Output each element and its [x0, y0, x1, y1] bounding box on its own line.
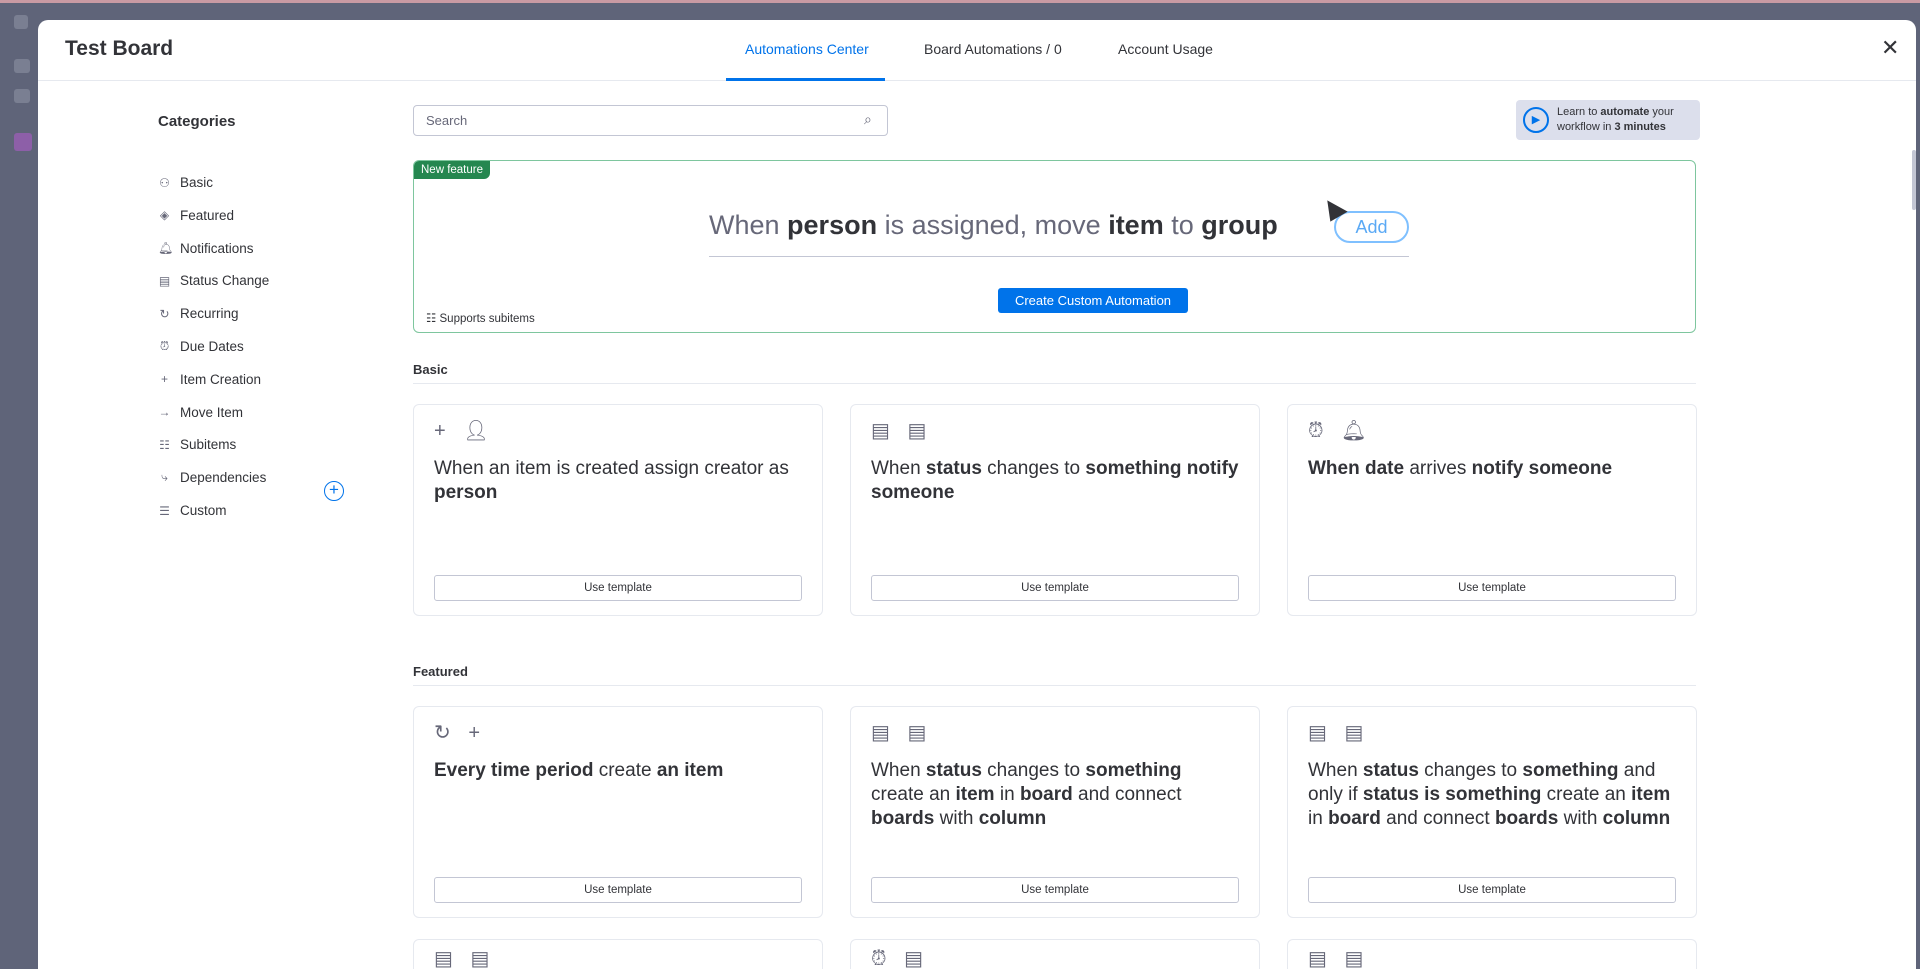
- automation-template-card[interactable]: ⏰︎ ▤: [850, 939, 1260, 969]
- sidebar-item-subitems[interactable]: ☷ Subitems: [158, 437, 236, 452]
- tab-automations-center[interactable]: Automations Center: [745, 41, 869, 57]
- sidebar-item-basic[interactable]: ⚇ Basic: [158, 175, 213, 190]
- automation-template-card[interactable]: ▤ ▤ When status changes to something crea…: [850, 706, 1260, 918]
- workspace-avatar: [14, 133, 32, 151]
- new-feature-banner: New feature When person is assigned, mov…: [413, 160, 1696, 333]
- sidebar-item-label: Item Creation: [180, 371, 262, 387]
- search-icon: ⌕: [864, 111, 872, 127]
- sidebar-item-label: Status Change: [180, 273, 270, 289]
- due-dates-icon: ⏰︎: [159, 339, 170, 353]
- card-description: When status changes to something notify …: [871, 458, 1239, 503]
- tab-account-usage[interactable]: Account Usage: [1118, 41, 1213, 57]
- use-template-button[interactable]: Use template: [1308, 575, 1676, 601]
- sidebar-item-custom[interactable]: ☰ Custom: [158, 503, 227, 518]
- sidebar-item-item-creation[interactable]: + Item Creation: [158, 372, 261, 387]
- automation-template-card[interactable]: + 👤︎ When an item is created assign creat…: [413, 404, 823, 616]
- subitems-icon: ☷: [426, 313, 440, 325]
- use-template-button[interactable]: Use template: [434, 877, 802, 903]
- card-description: When an item is created assign creator a…: [434, 458, 789, 503]
- scrollbar[interactable]: [1912, 150, 1916, 210]
- search-input[interactable]: [413, 105, 888, 136]
- sidebar-item-dependencies[interactable]: ⤷ Dependencies: [158, 470, 266, 485]
- use-template-button[interactable]: Use template: [1308, 877, 1676, 903]
- sidebar-item-label: Notifications: [180, 240, 254, 256]
- automation-template-card[interactable]: ▤ ▤: [413, 939, 823, 969]
- my-work-icon: [14, 89, 30, 103]
- card-description: When status changes to something create …: [871, 760, 1182, 829]
- close-icon[interactable]: ✕: [1881, 35, 1900, 60]
- dependencies-icon: ⤷: [161, 470, 168, 485]
- new-feature-badge: New feature: [414, 161, 491, 179]
- board-title: Test Board: [65, 37, 174, 60]
- learn-video-button[interactable]: ▶ Learn to automate your workflow in 3 m…: [1516, 100, 1700, 140]
- sidebar-item-notifications[interactable]: 🔔︎ Notifications: [158, 241, 254, 256]
- sidebar-item-label: Recurring: [180, 306, 239, 322]
- section-heading: Basic: [413, 362, 448, 377]
- automation-template-card[interactable]: ▤ ▤ When status changes to something and …: [1287, 706, 1697, 918]
- sidebar-item-featured[interactable]: ◈ Featured: [158, 208, 234, 223]
- section-heading: Featured: [413, 664, 468, 679]
- card-description: When date arrives notify someone: [1308, 458, 1613, 479]
- notifications-icon: 🔔︎: [158, 241, 174, 256]
- sidebar-item-label: Basic: [180, 175, 214, 190]
- learn-text: Learn to automate your workflow in 3 min…: [1557, 106, 1674, 133]
- automations-modal: Test Board Automations Center Board Auto…: [38, 20, 1916, 969]
- subitems-icon: ☷: [159, 437, 170, 452]
- card-icons: + 👤︎: [434, 420, 495, 442]
- sidebar-item-move-item[interactable]: → Move Item: [158, 404, 244, 420]
- card-icons: ⏰︎ ▤: [871, 948, 930, 969]
- play-icon: ▶: [1523, 107, 1549, 133]
- use-template-button[interactable]: Use template: [871, 575, 1239, 601]
- card-icons: ↻ +: [434, 722, 486, 744]
- supports-subitems-note: ☷ Supports subitems: [426, 311, 535, 325]
- apps-grid-icon: [14, 15, 28, 29]
- custom-icon: ☰: [159, 503, 170, 518]
- card-icons: ▤ ▤: [871, 420, 933, 442]
- sidebar-item-label: Subitems: [180, 437, 237, 453]
- sidebar-item-label: Dependencies: [180, 470, 267, 486]
- sidebar-item-label: Custom: [180, 503, 227, 518]
- sidebar-item-label: Move Item: [180, 404, 244, 420]
- sidebar-item-label: Featured: [180, 207, 235, 223]
- sidebar-item-due-dates[interactable]: ⏰︎ Due Dates: [158, 339, 244, 354]
- active-tab-indicator: [726, 78, 885, 81]
- recurring-icon: ↻: [159, 306, 170, 321]
- featured-icon: ◈: [159, 208, 170, 223]
- card-description: When status changes to something and onl…: [1308, 760, 1671, 829]
- card-icons: ▤ ▤: [1308, 722, 1370, 744]
- move-item-icon: →: [158, 405, 171, 420]
- home-icon: [14, 59, 30, 73]
- automation-template-card[interactable]: ↻ + Every time period create an item Use t…: [413, 706, 823, 918]
- sidebar-item-status-change[interactable]: ▤ Status Change: [158, 273, 269, 288]
- automation-template-card[interactable]: ▤ ▤ When status changes to something noti…: [850, 404, 1260, 616]
- sidebar-item-label: Due Dates: [180, 339, 244, 354]
- card-icons: ▤ ▤: [871, 722, 933, 744]
- use-template-button[interactable]: Use template: [434, 575, 802, 601]
- card-icons: ▤ ▤: [1308, 948, 1370, 969]
- automation-template-card[interactable]: ▤ ▤: [1287, 939, 1697, 969]
- create-custom-automation-button[interactable]: Create Custom Automation: [998, 288, 1188, 313]
- card-icons: ⏰︎ 🔔︎: [1308, 420, 1373, 442]
- supports-subitems-label: Supports subitems: [439, 313, 535, 325]
- card-icons: ▤ ▤: [434, 948, 496, 969]
- card-description: Every time period create an item: [434, 760, 724, 781]
- section-divider: [413, 383, 1696, 384]
- add-category-button[interactable]: +: [324, 481, 344, 501]
- sentence-underline: [709, 256, 1409, 257]
- modal-header: Test Board Automations Center Board Auto…: [38, 20, 1916, 81]
- section-divider: [413, 685, 1696, 686]
- automation-template-card[interactable]: ⏰︎ 🔔︎ When date arrives notify someone Use…: [1287, 404, 1697, 616]
- add-button[interactable]: Add: [1334, 211, 1409, 243]
- status-change-icon: ▤: [158, 273, 171, 288]
- feature-sentence: When person is assigned, move item to gr…: [709, 210, 1278, 240]
- tab-board-automations[interactable]: Board Automations / 0: [924, 41, 1062, 57]
- sidebar-item-recurring[interactable]: ↻ Recurring: [158, 306, 239, 322]
- use-template-button[interactable]: Use template: [871, 877, 1239, 903]
- categories-heading: Categories: [158, 113, 236, 130]
- item-creation-icon: +: [160, 372, 168, 387]
- basic-icon: ⚇: [159, 175, 170, 190]
